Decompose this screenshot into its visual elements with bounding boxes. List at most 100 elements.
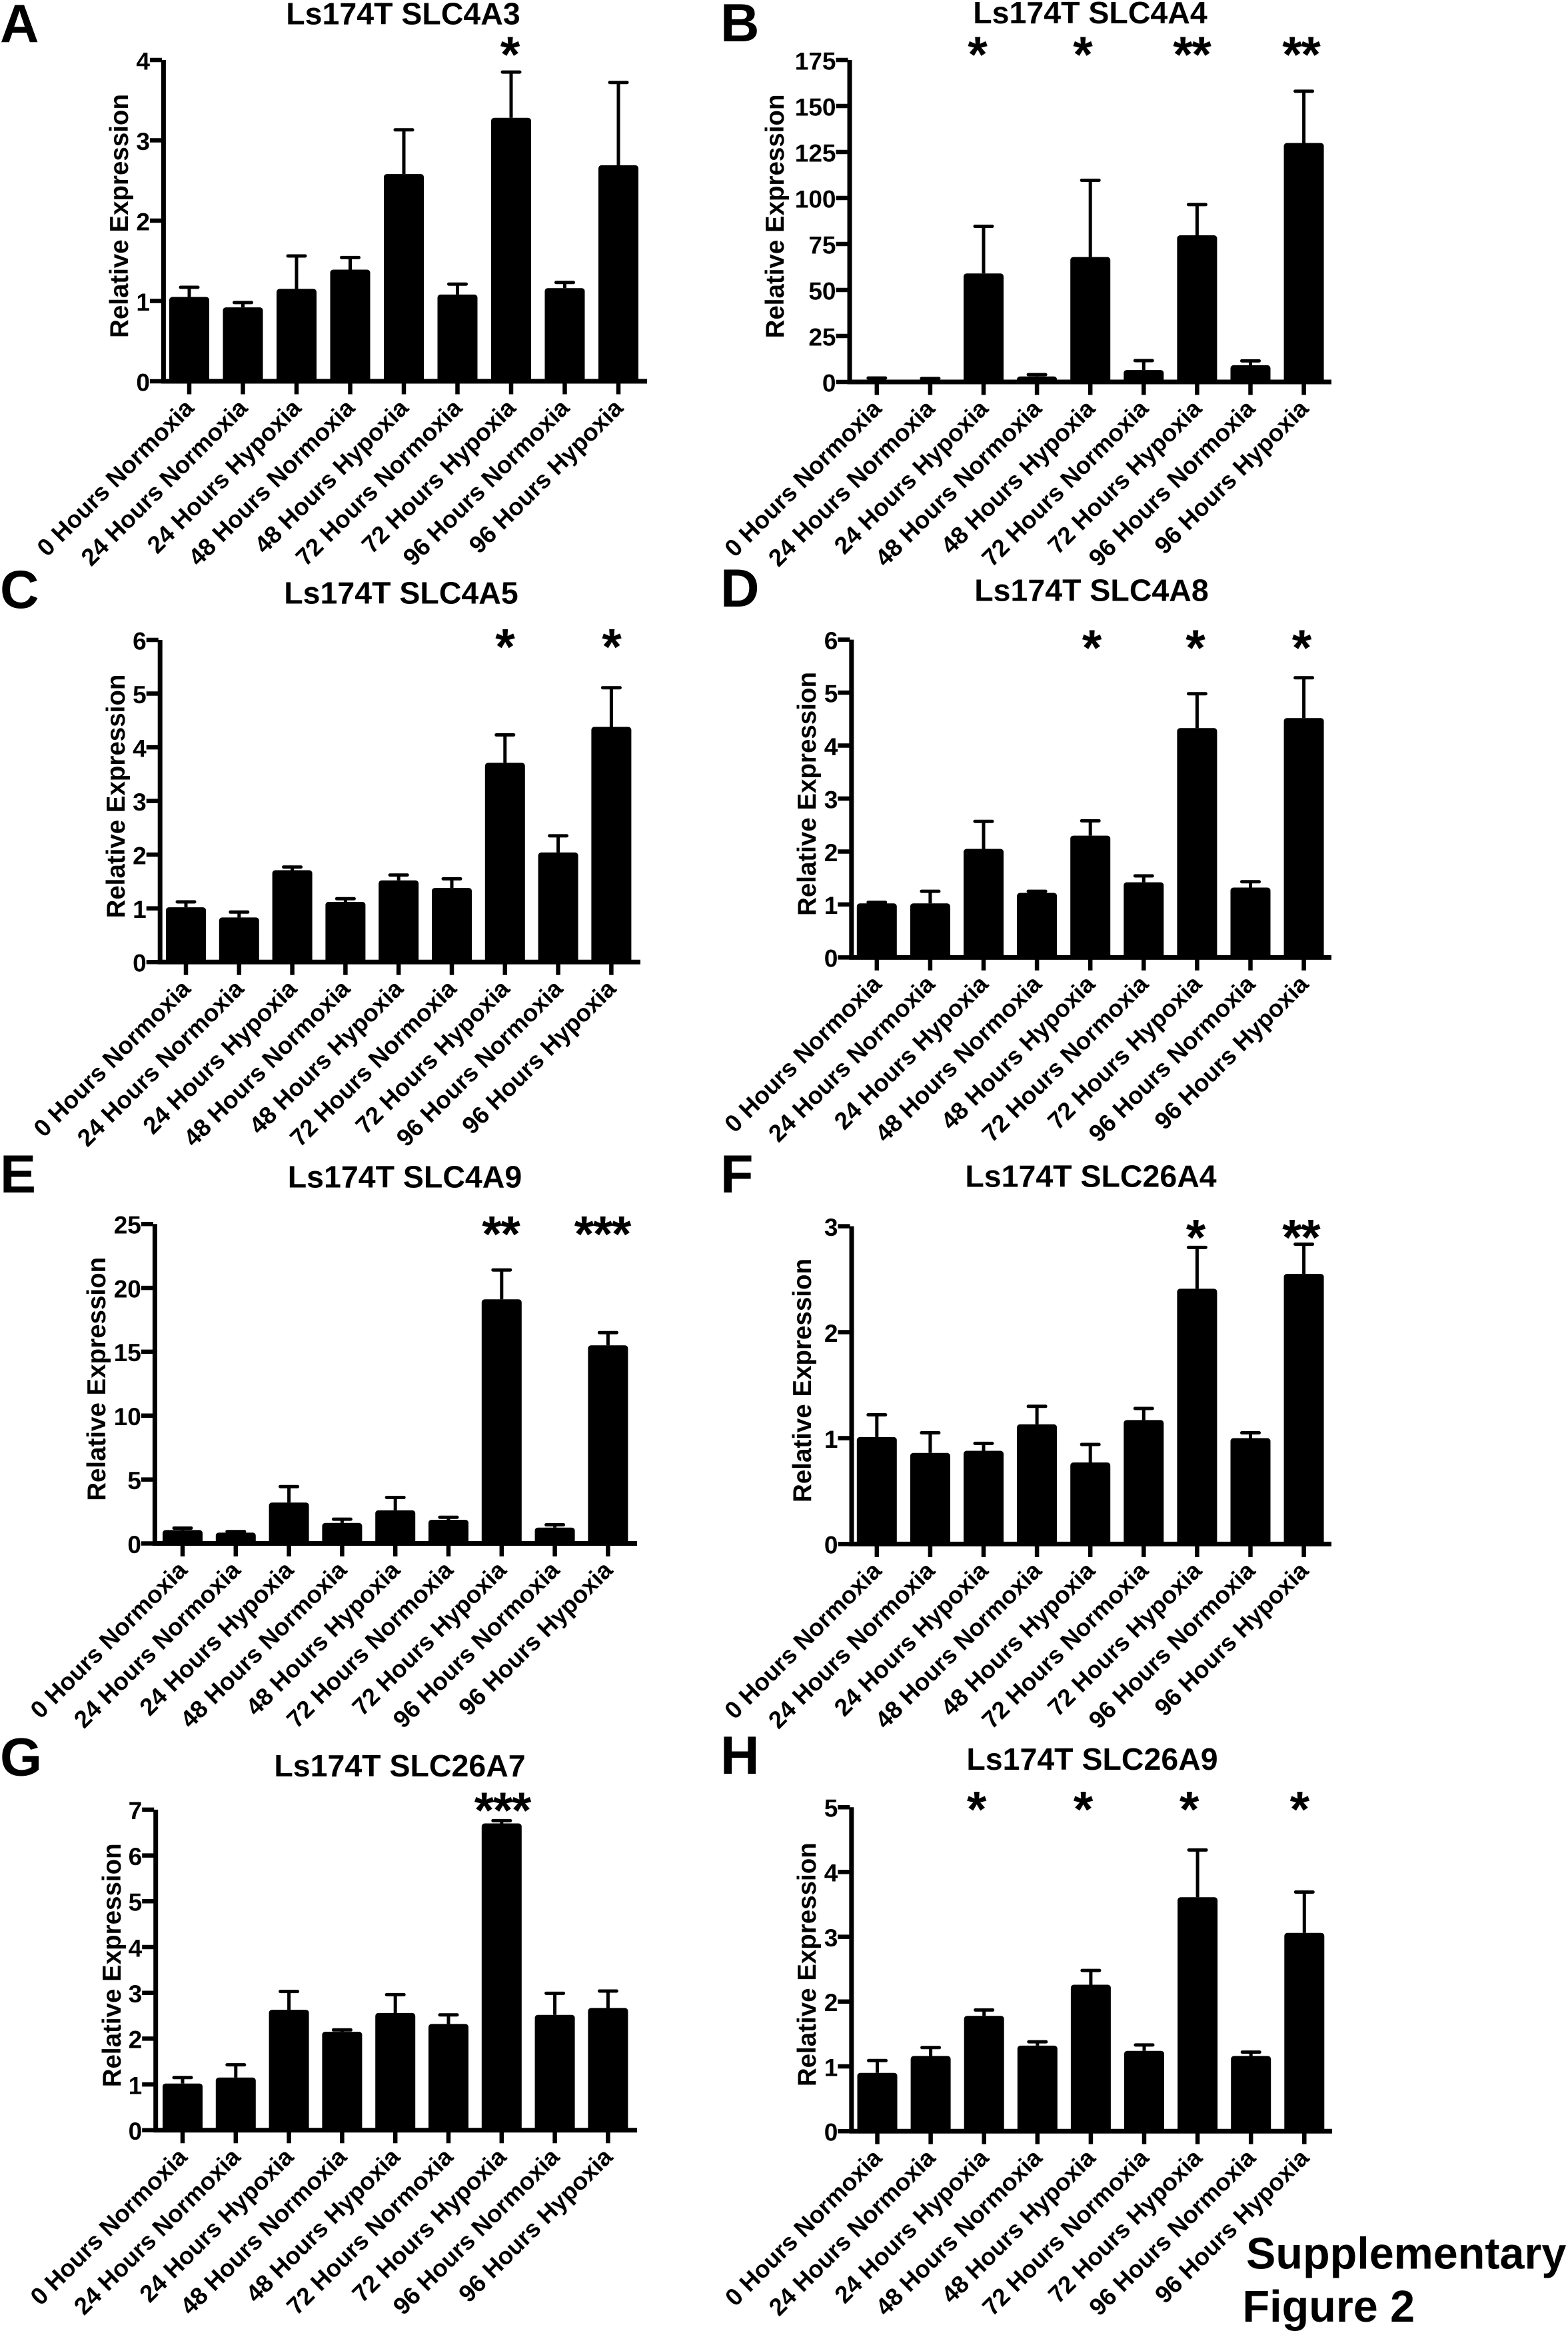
svg-text:5: 5 bbox=[129, 1889, 143, 1916]
svg-text:*: * bbox=[495, 619, 515, 676]
svg-text:0: 0 bbox=[824, 1532, 838, 1559]
svg-text:0: 0 bbox=[129, 2118, 143, 2145]
svg-text:4: 4 bbox=[133, 735, 147, 762]
svg-text:1: 1 bbox=[824, 1426, 838, 1453]
svg-text:Ls174T SLC26A4: Ls174T SLC26A4 bbox=[965, 1159, 1216, 1194]
svg-text:15: 15 bbox=[114, 1339, 141, 1366]
svg-text:5: 5 bbox=[133, 681, 147, 709]
svg-text:2: 2 bbox=[133, 842, 147, 869]
svg-text:3: 3 bbox=[824, 1924, 838, 1952]
svg-text:7: 7 bbox=[129, 1797, 143, 1824]
svg-text:150: 150 bbox=[795, 93, 836, 121]
svg-text:1: 1 bbox=[133, 896, 147, 923]
svg-text:0: 0 bbox=[822, 369, 836, 397]
svg-text:*: * bbox=[1186, 1209, 1206, 1266]
svg-text:E: E bbox=[0, 1145, 36, 1204]
svg-text:10: 10 bbox=[114, 1403, 141, 1430]
svg-text:1: 1 bbox=[824, 892, 838, 919]
svg-text:3: 3 bbox=[129, 1980, 143, 2008]
svg-text:3: 3 bbox=[824, 1214, 838, 1241]
svg-text:Relative Expression: Relative Expression bbox=[793, 672, 822, 916]
svg-text:3: 3 bbox=[133, 789, 147, 816]
svg-text:Relative Expression: Relative Expression bbox=[105, 94, 134, 338]
svg-text:*: * bbox=[1173, 27, 1193, 83]
svg-text:*: * bbox=[500, 1206, 520, 1263]
svg-text:Supplementary: Supplementary bbox=[1246, 2230, 1566, 2279]
svg-text:*: * bbox=[1292, 620, 1312, 677]
svg-text:0: 0 bbox=[133, 950, 147, 977]
svg-text:2: 2 bbox=[824, 839, 838, 867]
svg-text:Ls174T SLC26A7: Ls174T SLC26A7 bbox=[274, 1748, 525, 1783]
svg-text:20: 20 bbox=[114, 1275, 141, 1302]
svg-text:*: * bbox=[500, 27, 520, 83]
svg-text:2: 2 bbox=[129, 2026, 143, 2054]
svg-text:2: 2 bbox=[824, 1320, 838, 1347]
svg-text:*: * bbox=[968, 27, 988, 83]
svg-text:0: 0 bbox=[824, 2119, 838, 2146]
svg-text:5: 5 bbox=[824, 1795, 838, 1822]
svg-text:25: 25 bbox=[114, 1212, 141, 1239]
svg-text:100: 100 bbox=[795, 185, 836, 213]
svg-text:1: 1 bbox=[129, 2072, 143, 2099]
svg-text:*: * bbox=[1191, 27, 1211, 83]
svg-text:*: * bbox=[512, 1782, 532, 1839]
svg-text:*: * bbox=[1301, 1209, 1321, 1266]
svg-text:*: * bbox=[493, 1782, 513, 1839]
svg-text:3: 3 bbox=[136, 128, 150, 155]
svg-text:6: 6 bbox=[133, 627, 147, 655]
svg-text:Relative Expression: Relative Expression bbox=[761, 95, 790, 339]
svg-text:Relative Expression: Relative Expression bbox=[98, 1843, 127, 2087]
svg-text:75: 75 bbox=[808, 231, 836, 259]
svg-text:*: * bbox=[1185, 620, 1205, 677]
svg-text:50: 50 bbox=[808, 277, 836, 305]
svg-text:G: G bbox=[0, 1728, 42, 1788]
svg-text:*: * bbox=[602, 619, 622, 676]
svg-text:A: A bbox=[0, 0, 39, 54]
svg-text:C: C bbox=[0, 560, 39, 620]
svg-text:*: * bbox=[612, 1206, 632, 1263]
svg-text:5: 5 bbox=[824, 680, 838, 707]
svg-text:*: * bbox=[1290, 1782, 1310, 1838]
svg-text:2: 2 bbox=[136, 208, 150, 235]
svg-text:*: * bbox=[1074, 1782, 1094, 1838]
svg-text:175: 175 bbox=[795, 47, 836, 75]
svg-text:Ls174T SLC4A4: Ls174T SLC4A4 bbox=[973, 0, 1207, 30]
svg-text:Relative Expression: Relative Expression bbox=[793, 1842, 822, 2086]
svg-text:*: * bbox=[1301, 27, 1321, 83]
svg-text:*: * bbox=[1179, 1782, 1199, 1838]
svg-text:6: 6 bbox=[129, 1843, 143, 1870]
svg-text:*: * bbox=[574, 1206, 594, 1263]
svg-text:*: * bbox=[1082, 620, 1102, 677]
svg-text:Ls174T SLC4A8: Ls174T SLC4A8 bbox=[974, 573, 1208, 608]
svg-text:3: 3 bbox=[824, 786, 838, 813]
svg-text:4: 4 bbox=[824, 733, 838, 761]
svg-text:*: * bbox=[482, 1206, 502, 1263]
svg-text:Ls174T SLC4A3: Ls174T SLC4A3 bbox=[286, 0, 520, 31]
svg-text:*: * bbox=[593, 1206, 613, 1263]
svg-text:*: * bbox=[967, 1782, 987, 1838]
svg-text:4: 4 bbox=[824, 1860, 838, 1887]
svg-text:Ls174T SLC4A9: Ls174T SLC4A9 bbox=[288, 1159, 522, 1194]
svg-text:*: * bbox=[474, 1782, 494, 1839]
svg-text:*: * bbox=[1073, 27, 1093, 83]
svg-text:0: 0 bbox=[127, 1531, 141, 1558]
svg-text:H: H bbox=[720, 1726, 760, 1786]
svg-text:0: 0 bbox=[136, 369, 150, 396]
svg-text:5: 5 bbox=[127, 1467, 141, 1494]
svg-text:Relative Expression: Relative Expression bbox=[788, 1258, 817, 1502]
svg-text:25: 25 bbox=[808, 323, 836, 351]
svg-text:6: 6 bbox=[824, 627, 838, 655]
svg-text:1: 1 bbox=[824, 2054, 838, 2081]
svg-text:F: F bbox=[720, 1145, 753, 1204]
svg-text:B: B bbox=[720, 0, 760, 53]
svg-text:Relative Expression: Relative Expression bbox=[102, 675, 131, 919]
svg-text:D: D bbox=[720, 559, 760, 619]
svg-text:*: * bbox=[1282, 1209, 1302, 1266]
svg-text:125: 125 bbox=[795, 139, 836, 167]
svg-text:Ls174T SLC4A5: Ls174T SLC4A5 bbox=[284, 576, 518, 611]
svg-text:Relative Expression: Relative Expression bbox=[83, 1257, 111, 1501]
svg-text:Figure 2: Figure 2 bbox=[1243, 2282, 1415, 2332]
svg-text:4: 4 bbox=[129, 1934, 143, 1962]
svg-text:*: * bbox=[1282, 27, 1302, 83]
svg-text:Ls174T SLC26A9: Ls174T SLC26A9 bbox=[966, 1742, 1217, 1776]
